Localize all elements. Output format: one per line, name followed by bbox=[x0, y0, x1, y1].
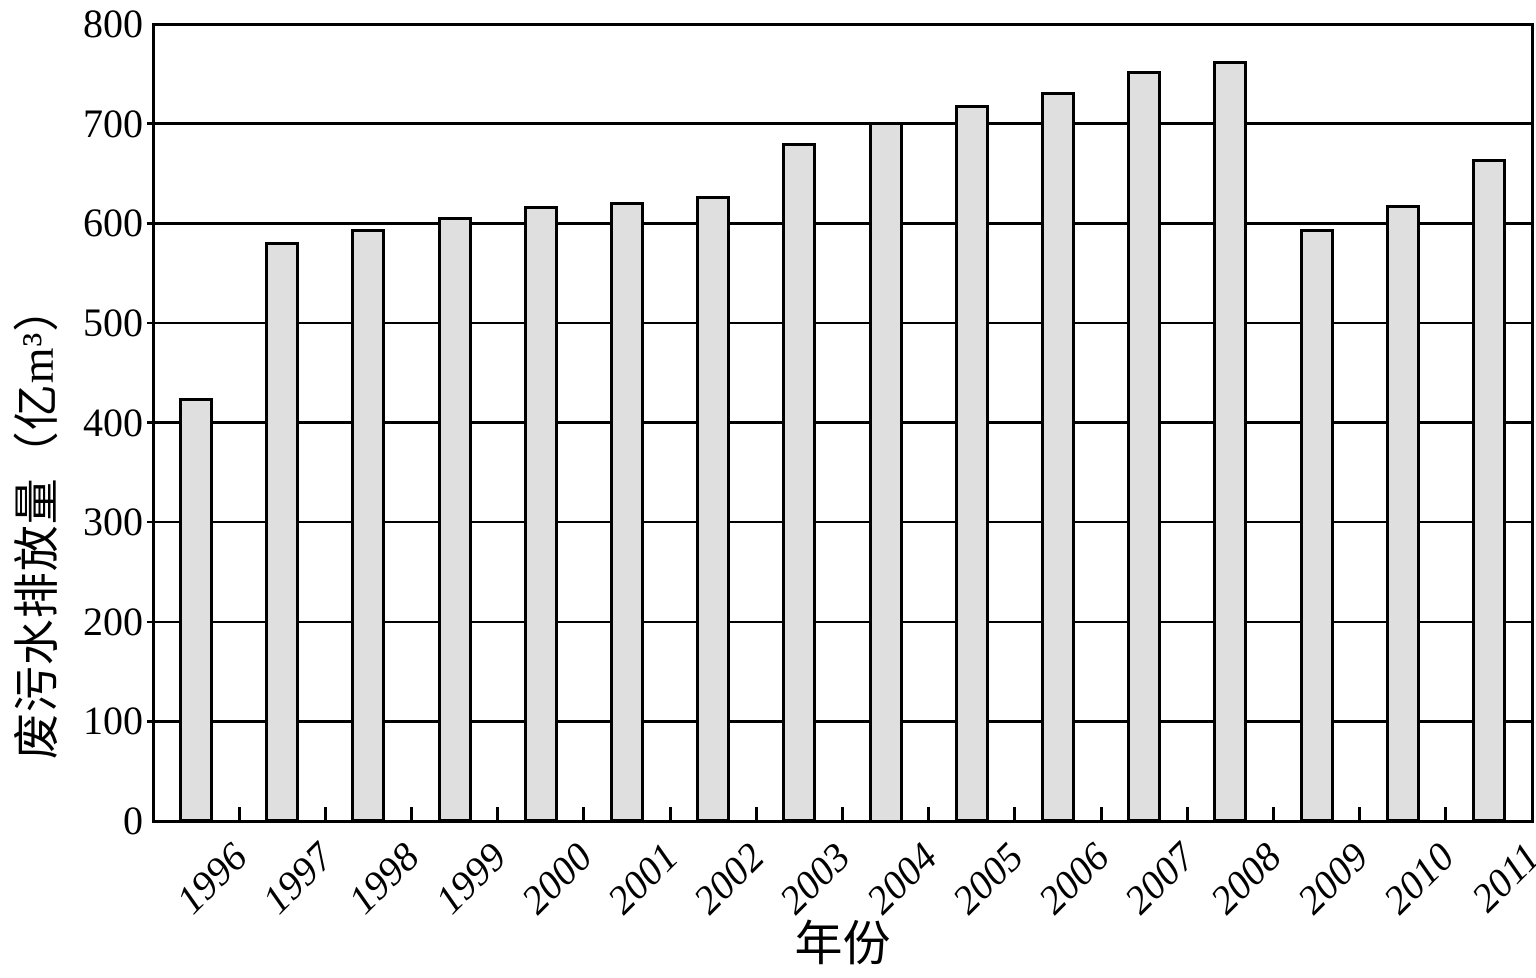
y-tick-label: 500 bbox=[83, 299, 143, 345]
x-tick-label-2009: 2009 bbox=[1287, 833, 1377, 923]
gridline-300 bbox=[153, 520, 1532, 524]
y-tick-label: 700 bbox=[83, 100, 143, 146]
y-tick-label: 100 bbox=[83, 698, 143, 744]
x-axis-minor-tick bbox=[1099, 807, 1103, 821]
gridline-100 bbox=[153, 720, 1532, 723]
bar-2007 bbox=[1127, 71, 1162, 823]
gridline-200 bbox=[153, 620, 1532, 623]
bar-2006 bbox=[1040, 92, 1075, 823]
y-tick-label: 200 bbox=[83, 598, 143, 644]
x-tick-label-2005: 2005 bbox=[943, 833, 1032, 923]
x-axis-minor-tick bbox=[237, 807, 241, 821]
bar-2004 bbox=[868, 122, 903, 823]
x-axis-minor-tick bbox=[841, 807, 844, 821]
y-tick-label: 800 bbox=[83, 1, 143, 46]
x-tick-label-1998: 1998 bbox=[339, 833, 429, 923]
x-tick-label-2001: 2001 bbox=[598, 833, 687, 923]
x-axis-minor-tick bbox=[410, 807, 414, 821]
x-axis-minor-tick bbox=[1444, 807, 1448, 821]
x-axis-minor-tick bbox=[1358, 807, 1362, 821]
y-axis-tick bbox=[147, 421, 152, 424]
x-axis-minor-tick bbox=[1013, 807, 1017, 821]
bar-1998 bbox=[351, 228, 386, 823]
x-tick-label-2010: 2010 bbox=[1374, 833, 1463, 923]
y-axis-tick bbox=[147, 222, 152, 225]
y-axis-tick bbox=[147, 720, 152, 723]
y-tick-label: 300 bbox=[83, 499, 143, 545]
x-axis-minor-tick bbox=[582, 807, 586, 821]
y-axis-tick bbox=[147, 620, 152, 623]
y-tick-label: 400 bbox=[83, 399, 143, 445]
x-tick-label-2003: 2003 bbox=[770, 833, 860, 923]
x-axis-minor-tick bbox=[927, 807, 931, 821]
x-axis-minor-tick bbox=[1271, 807, 1275, 821]
bar-2011 bbox=[1471, 158, 1506, 823]
gridline-600 bbox=[153, 222, 1532, 225]
bar-1996 bbox=[179, 398, 214, 823]
x-tick-label-1999: 1999 bbox=[425, 833, 515, 923]
bar-1997 bbox=[265, 241, 300, 823]
y-axis-tick bbox=[147, 122, 152, 125]
x-axis-minor-tick bbox=[668, 807, 672, 821]
bar-1999 bbox=[437, 216, 472, 823]
x-axis-minor-tick bbox=[323, 807, 327, 821]
x-tick-label-1996: 1996 bbox=[167, 833, 256, 923]
bar-2002 bbox=[696, 195, 731, 823]
bar-2005 bbox=[954, 105, 989, 823]
bar-2000 bbox=[523, 205, 558, 823]
gridline-700 bbox=[153, 122, 1532, 125]
x-tick-label-2004: 2004 bbox=[856, 833, 946, 923]
gridline-400 bbox=[153, 421, 1532, 424]
x-tick-label-2011: 2011 bbox=[1462, 833, 1536, 921]
x-axis-title: 年份 bbox=[794, 918, 891, 971]
x-tick-label-2002: 2002 bbox=[684, 833, 773, 923]
y-axis-tick bbox=[147, 321, 152, 325]
y-tick-label: 0 bbox=[123, 798, 143, 843]
x-axis-minor-tick bbox=[1185, 807, 1189, 821]
bar-2003 bbox=[782, 143, 817, 823]
bar-2008 bbox=[1213, 61, 1248, 823]
x-tick-label-2008: 2008 bbox=[1201, 833, 1291, 923]
gridline-500 bbox=[153, 321, 1532, 325]
x-axis-minor-tick bbox=[754, 807, 758, 821]
x-tick-label-2000: 2000 bbox=[512, 833, 601, 923]
bar-2009 bbox=[1299, 228, 1334, 823]
x-axis-minor-tick bbox=[496, 807, 500, 821]
y-tick-label: 600 bbox=[83, 200, 143, 246]
x-tick-label-2006: 2006 bbox=[1029, 833, 1118, 923]
y-axis-tick bbox=[147, 520, 152, 524]
bar-2010 bbox=[1385, 204, 1420, 823]
x-tick-label-2007: 2007 bbox=[1115, 833, 1204, 923]
bar-2001 bbox=[610, 201, 645, 823]
x-tick-label-1997: 1997 bbox=[253, 833, 342, 923]
